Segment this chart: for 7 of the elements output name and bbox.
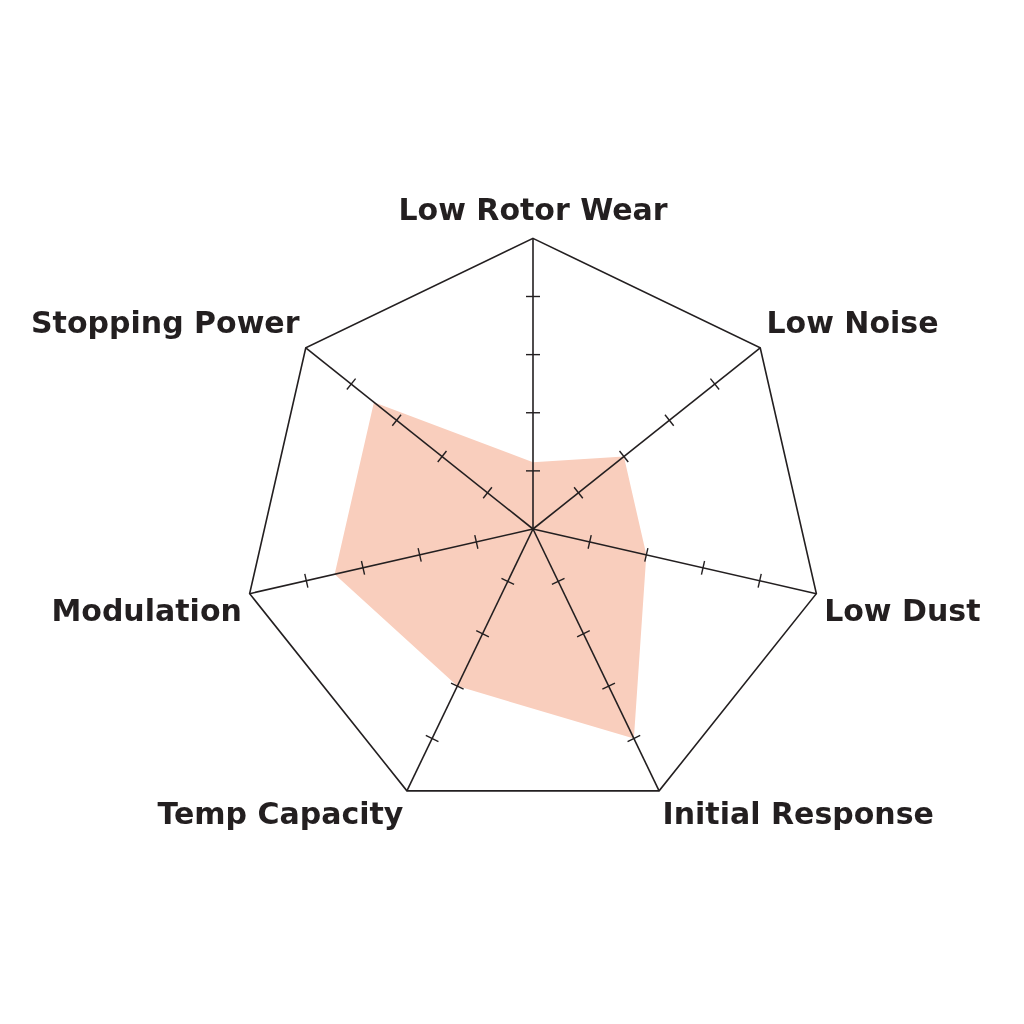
spoke-label: Low Dust [824,593,981,629]
spoke-label: Low Rotor Wear [398,192,668,228]
spoke-label: Temp Capacity [157,795,404,831]
spoke-label: Stopping Power [30,304,300,340]
spoke-label: Low Noise [766,304,939,340]
spoke-label: Initial Response [662,795,934,831]
spoke-label: Modulation [51,593,242,629]
